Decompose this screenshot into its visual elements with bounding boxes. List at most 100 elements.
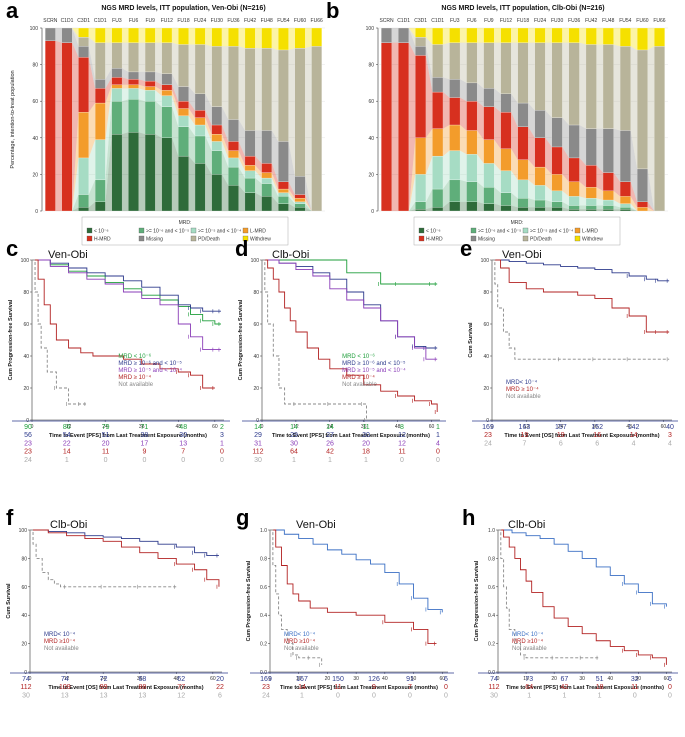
legend-item: >= 10⁻⁶ and < 10⁻⁵ [146,229,189,235]
flow-ribbon [105,134,112,211]
bar-segment-a-6 [45,27,56,41]
flow-ribbon [221,46,229,120]
legend-swatch [522,227,529,234]
flow-ribbon [562,117,569,158]
km-curve-5 [32,259,87,405]
flow-ribbon [528,103,535,138]
flow-ribbon [647,201,655,211]
risk-count: 24 [24,457,32,464]
flow-ribbon [255,192,262,211]
risk-count: 9 [142,449,146,456]
risk-count: 74 [61,676,69,683]
risk-count: 38 [141,432,149,439]
flow-ribbon [425,128,433,175]
category-label: FU12 [500,18,512,24]
risk-count: 0 [372,692,376,699]
km-curve-1 [30,529,219,557]
bar-segment-a-4 [78,112,89,159]
x-tick-label: 40 [607,676,613,682]
flow-ribbon [288,141,295,195]
flow-ribbon [579,205,586,210]
risk-count: 64 [290,449,298,456]
risk-count: 1 [527,692,531,699]
x-tick-label: 24 [100,676,106,682]
category-label: FU18 [517,18,529,24]
flow-ribbon [72,194,79,211]
risk-count: 0 [444,692,448,699]
flow-ribbon [155,28,162,43]
risk-count: 6 [668,676,672,683]
flow-ribbon [545,42,552,118]
km-curve-1 [262,259,438,285]
risk-count: 4 [632,440,636,447]
risk-count: 20 [362,440,370,447]
bar-segment-a-6 [194,93,206,111]
flow-ribbon [88,201,96,211]
flow-ribbon [55,28,62,43]
risk-count: 48 [179,424,187,431]
bar-segment-a-1 [161,137,173,212]
legend-entry: MRD ≥ 10⁻⁵ and < 10⁻⁴ [118,367,182,374]
bar-segment-a-8 [111,27,123,43]
flow-ribbon [138,28,146,43]
bar-segment-b-6 [483,88,495,107]
flow-ribbon [255,156,262,173]
flow-ribbon [105,88,112,180]
flow-ribbon [238,150,245,171]
y-tick-label: 0 [371,209,374,215]
x-tick-label: 36 [137,676,143,682]
bar-segment-b-2 [449,179,461,202]
risk-count: 0 [336,692,340,699]
bar-segment-b-2 [415,201,427,210]
flow-ribbon [221,150,229,186]
flow-ribbon [494,187,501,206]
category-label: FU6 [129,18,139,24]
flow-ribbon [105,101,112,202]
bar-segment-b-5 [398,42,410,212]
bar-segment-b-4 [432,128,444,157]
category-label: FU60 [294,18,306,24]
y-tick-label: 0 [35,209,38,215]
flow-ribbon [596,205,604,210]
category-label: FU9 [484,18,494,24]
bar-segment-b-1 [585,209,597,212]
flow-ribbon [138,84,146,91]
bar-segment-a-5 [61,42,73,212]
bar-segment-b-1 [483,203,495,212]
flow-ribbon [255,28,262,49]
x-tick-label: 0 [497,676,500,682]
category-label: FU54 [277,18,289,24]
flow-ribbon [155,134,162,211]
flow-ribbon [579,42,586,129]
flow-ribbon [630,46,638,169]
bar-segment-b-2 [432,188,444,208]
flow-ribbon [122,68,129,80]
bar-segment-a-3 [178,115,189,127]
flow-ribbon [528,42,535,111]
flow-ribbon [221,134,229,158]
bar-segment-a-7 [194,44,206,95]
flow-ribbon [105,77,112,104]
x-tick-label: 40 [382,676,388,682]
risk-count: 1 [598,692,602,699]
x-tick-label: 50 [636,676,642,682]
risk-count: 169 [482,424,494,431]
category-label: FU18 [177,18,189,24]
risk-count: 150 [332,676,344,683]
bar-segment-a-8 [178,27,189,45]
bar-segment-b-1 [534,207,546,212]
legend-item: L-MRD [250,229,266,235]
risk-count: 42 [561,684,569,691]
y-tick-label: 0.2 [260,642,267,648]
km-curve-2 [270,529,437,645]
bar-segment-a-8 [228,27,239,47]
flow-ribbon [255,165,262,179]
category-label: C1D1 [61,18,74,24]
y-tick-label: 60 [483,322,489,328]
bar-segment-b-5 [534,137,546,168]
flow-ribbon [105,84,112,140]
flow-ribbon [271,178,279,197]
flow-ribbon [238,167,245,193]
x-tick-label: 60 [439,676,445,682]
flow-ribbon [271,28,279,50]
